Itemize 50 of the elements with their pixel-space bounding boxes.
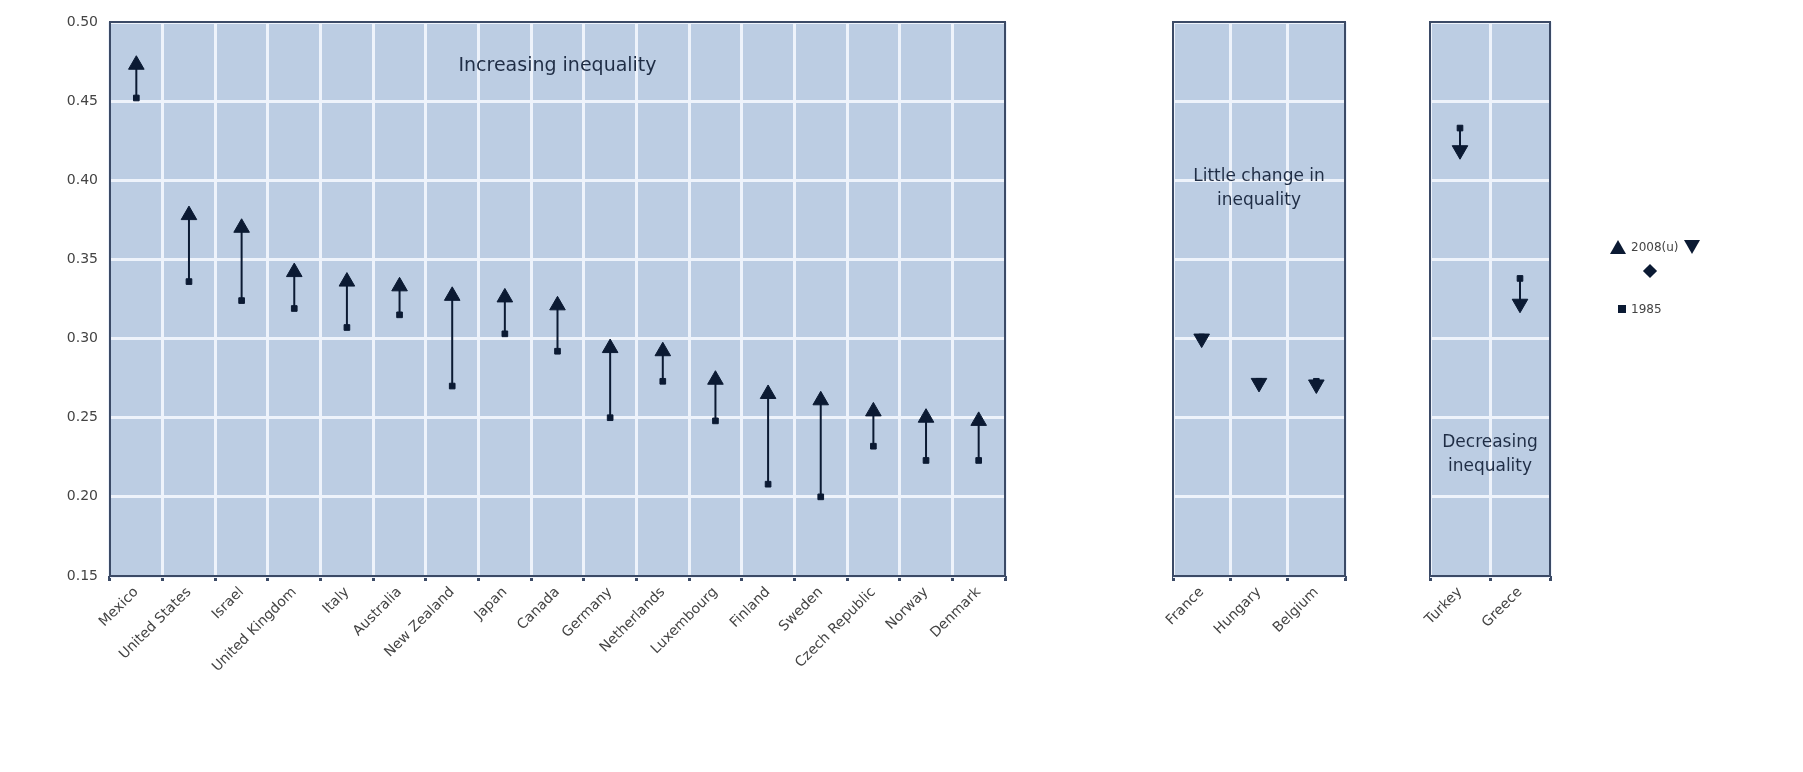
y-tick-label: 0.50 [66,12,98,29]
point [975,457,983,464]
point [707,370,724,385]
y-tick-label: 0.20 [66,487,98,504]
annotation: Increasing inequality [458,53,657,76]
point [396,311,403,319]
legend-label: 1985 [1631,302,1662,316]
point [870,442,877,450]
point [391,276,408,292]
point [238,297,245,304]
point [233,218,250,233]
legend-label: 2008(u) [1631,240,1679,254]
y-tick-label: 0.25 [66,408,98,425]
annotation: Little change in inequality [1193,164,1325,209]
point [290,305,298,312]
point [285,262,303,278]
point [606,414,614,422]
point [1511,298,1529,314]
point [180,205,198,221]
point [712,417,719,425]
point [817,493,825,501]
point [448,382,456,390]
point [601,338,619,354]
point [1516,275,1524,282]
point [443,286,461,301]
point [185,278,193,285]
point [496,287,514,303]
y-tick-label: 0.15 [66,566,98,583]
y-tick-label: 0.40 [66,170,98,187]
point [338,272,356,287]
point [865,401,882,417]
point [501,330,509,338]
point [343,324,351,331]
y-tick-label: 0.35 [66,250,98,267]
point [812,390,830,406]
point [917,408,935,423]
y-tick-label: 0.45 [66,91,98,108]
point [922,457,930,464]
point [970,411,987,426]
point [554,347,561,355]
y-tick-label: 0.30 [66,329,98,346]
point [1456,124,1464,132]
point [764,480,772,488]
point [1451,145,1469,160]
point [128,55,145,70]
point [659,377,667,385]
point [759,384,777,399]
point [654,341,672,357]
point [549,295,566,311]
annotation: Decreasing inequality [1442,430,1538,475]
